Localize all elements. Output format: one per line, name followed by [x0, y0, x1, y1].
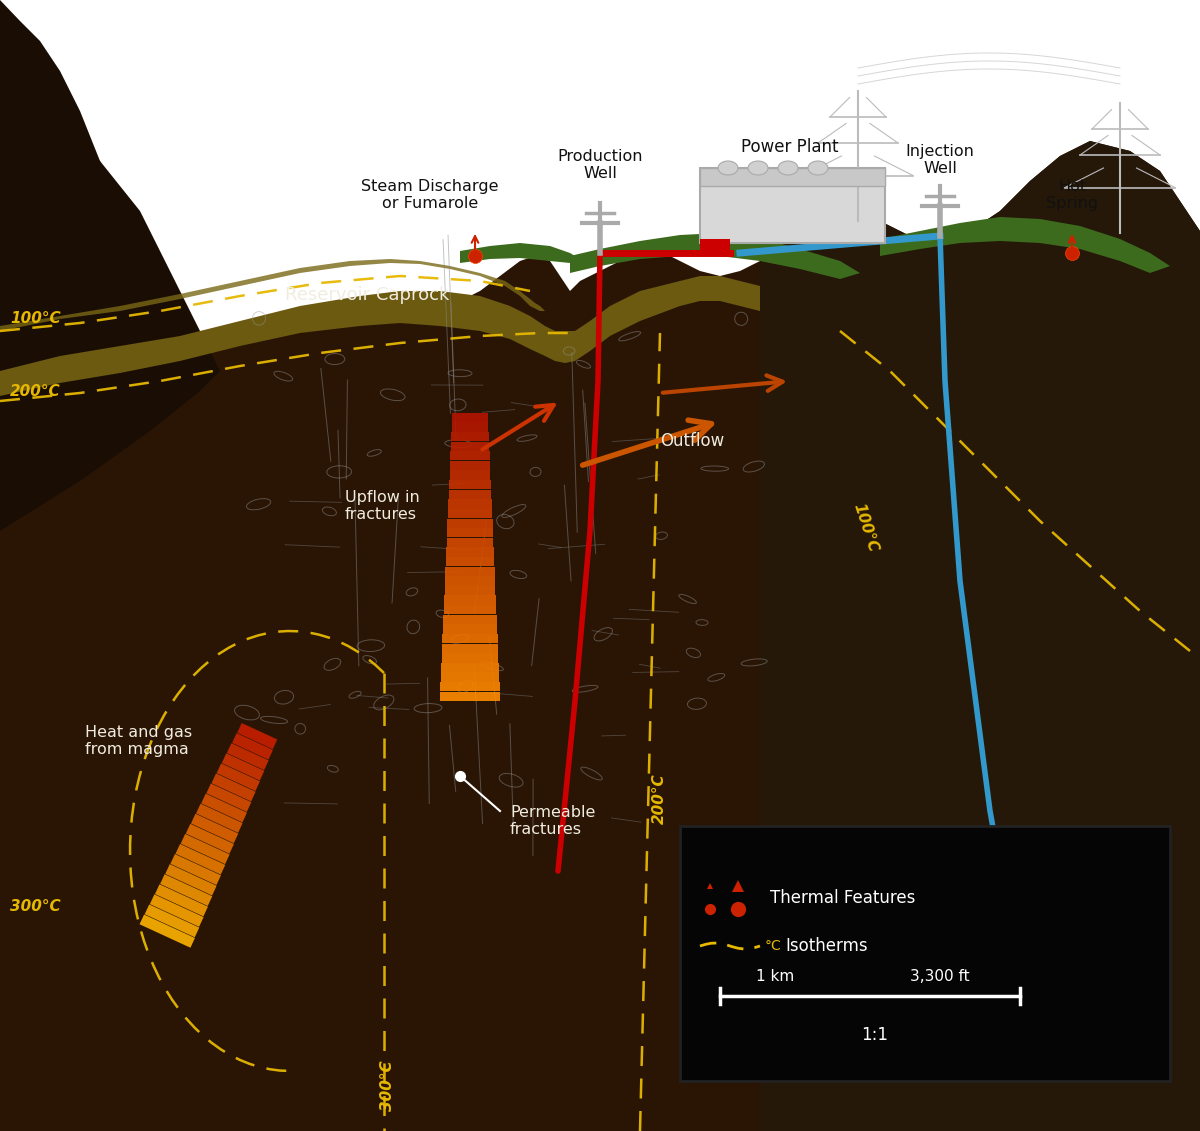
Polygon shape: [440, 692, 500, 701]
Polygon shape: [206, 784, 251, 812]
Text: 200°C: 200°C: [10, 385, 61, 399]
Polygon shape: [217, 763, 260, 791]
Text: Power Plant: Power Plant: [742, 138, 839, 156]
Text: 100°C: 100°C: [850, 501, 880, 554]
Polygon shape: [443, 634, 498, 644]
Polygon shape: [451, 441, 490, 451]
Text: 1:1: 1:1: [862, 1026, 888, 1044]
Polygon shape: [443, 615, 497, 624]
Polygon shape: [440, 682, 499, 691]
Polygon shape: [0, 276, 760, 396]
FancyBboxPatch shape: [680, 826, 1170, 1081]
Polygon shape: [570, 233, 860, 279]
Polygon shape: [450, 470, 491, 480]
Polygon shape: [443, 624, 497, 633]
Text: Production
Well: Production Well: [557, 148, 643, 181]
Text: Hot
Spring: Hot Spring: [1046, 179, 1098, 211]
FancyBboxPatch shape: [700, 239, 730, 251]
Polygon shape: [460, 243, 580, 264]
Polygon shape: [227, 743, 269, 770]
Polygon shape: [451, 432, 488, 441]
Polygon shape: [445, 556, 494, 567]
Text: 200°C: 200°C: [652, 774, 667, 824]
Polygon shape: [452, 413, 488, 422]
Polygon shape: [448, 518, 492, 528]
Text: 300°C: 300°C: [10, 899, 61, 914]
Polygon shape: [442, 663, 499, 672]
Polygon shape: [0, 0, 180, 451]
Polygon shape: [191, 813, 239, 844]
FancyBboxPatch shape: [700, 169, 886, 185]
Polygon shape: [442, 654, 498, 663]
Polygon shape: [450, 460, 490, 470]
Text: Heat and gas
from magma: Heat and gas from magma: [85, 725, 192, 757]
Polygon shape: [446, 547, 493, 556]
Polygon shape: [0, 530, 1200, 782]
Polygon shape: [160, 874, 212, 906]
Polygon shape: [448, 509, 492, 518]
Text: Isotherms: Isotherms: [785, 936, 868, 955]
Polygon shape: [0, 881, 1200, 1131]
Polygon shape: [0, 259, 545, 331]
Text: Outflow: Outflow: [660, 432, 725, 450]
Polygon shape: [445, 577, 496, 586]
Ellipse shape: [778, 161, 798, 175]
Polygon shape: [181, 834, 229, 864]
Polygon shape: [222, 753, 264, 780]
Text: 300°C: 300°C: [380, 1060, 395, 1111]
Text: 3,300 ft: 3,300 ft: [910, 969, 970, 984]
Ellipse shape: [808, 161, 828, 175]
Polygon shape: [0, 41, 220, 530]
Polygon shape: [0, 141, 1200, 1131]
Ellipse shape: [748, 161, 768, 175]
Text: Thermal Features: Thermal Features: [770, 889, 916, 907]
Polygon shape: [445, 567, 494, 576]
Text: Injection
Well: Injection Well: [906, 144, 974, 176]
Polygon shape: [211, 774, 256, 802]
Polygon shape: [449, 480, 491, 490]
Text: 100°C: 100°C: [10, 311, 61, 326]
Polygon shape: [196, 804, 242, 832]
Ellipse shape: [718, 161, 738, 175]
Polygon shape: [145, 905, 199, 938]
Polygon shape: [238, 723, 277, 749]
Polygon shape: [232, 733, 272, 760]
Polygon shape: [166, 864, 217, 896]
Polygon shape: [186, 823, 234, 854]
Polygon shape: [444, 596, 496, 605]
Text: Reservoir Caprock: Reservoir Caprock: [286, 286, 449, 304]
Polygon shape: [451, 422, 488, 432]
Polygon shape: [0, 731, 1200, 1131]
FancyBboxPatch shape: [700, 169, 886, 243]
Text: Steam Discharge
or Fumarole: Steam Discharge or Fumarole: [361, 179, 499, 211]
Polygon shape: [440, 673, 499, 682]
Polygon shape: [449, 490, 491, 499]
Polygon shape: [170, 854, 221, 886]
Text: Upflow in
fractures: Upflow in fractures: [346, 490, 420, 523]
Polygon shape: [0, 0, 1200, 381]
Polygon shape: [760, 141, 1200, 1131]
Polygon shape: [155, 884, 208, 916]
Polygon shape: [446, 537, 493, 547]
Polygon shape: [175, 844, 226, 874]
Polygon shape: [139, 915, 194, 948]
Polygon shape: [444, 605, 497, 614]
Polygon shape: [444, 586, 496, 595]
Text: 1 km: 1 km: [756, 969, 794, 984]
Polygon shape: [880, 217, 1170, 273]
Polygon shape: [442, 644, 498, 653]
Polygon shape: [448, 528, 493, 537]
Text: °C: °C: [766, 939, 781, 953]
Polygon shape: [450, 451, 490, 460]
Text: Permeable
fractures: Permeable fractures: [510, 805, 595, 837]
Polygon shape: [150, 895, 204, 926]
Polygon shape: [449, 499, 492, 509]
Polygon shape: [202, 794, 247, 822]
